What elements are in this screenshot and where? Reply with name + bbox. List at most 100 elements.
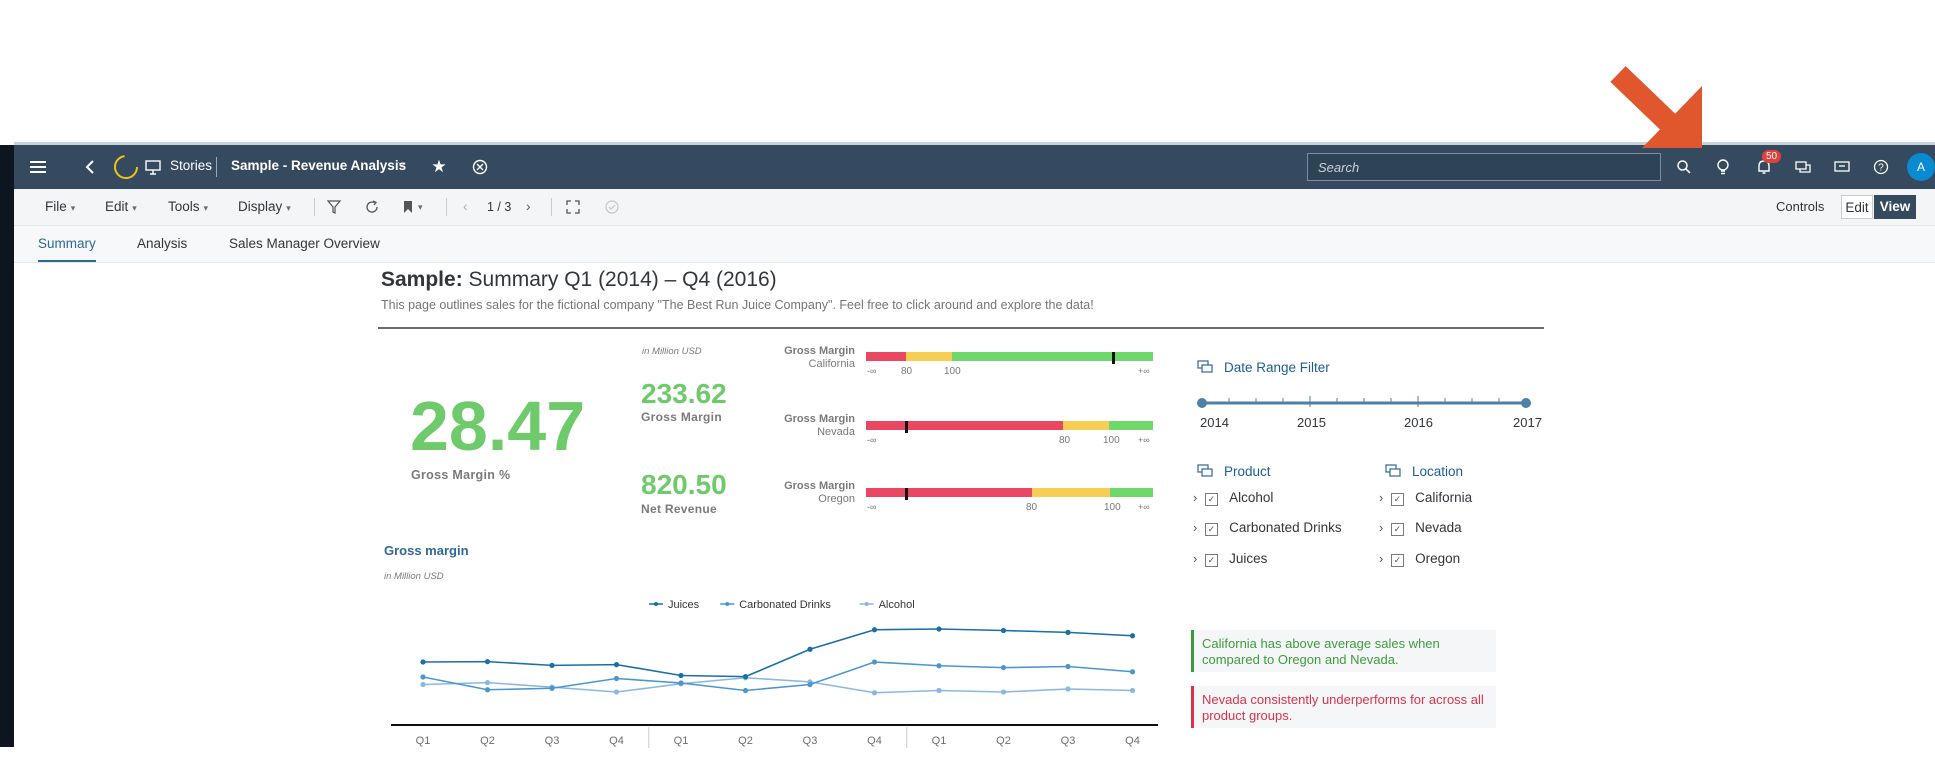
checkbox-checked-icon[interactable]: ✓ xyxy=(1204,523,1218,536)
page-tabs: Summary Analysis Sales Manager Overview xyxy=(14,226,1935,263)
checkbox-checked-icon[interactable]: ✓ xyxy=(1204,554,1218,567)
slider-start-handle[interactable] xyxy=(1197,398,1207,408)
feedback-icon[interactable] xyxy=(1834,159,1850,175)
filter-icon[interactable] xyxy=(326,200,342,214)
data-point[interactable] xyxy=(678,680,684,686)
file-menu[interactable]: File ▾ xyxy=(45,189,75,226)
data-point[interactable] xyxy=(420,674,426,680)
hamburger-menu-icon[interactable] xyxy=(26,145,50,189)
fullscreen-icon[interactable] xyxy=(566,200,580,214)
product-item-carbonated-drinks[interactable]: › ✓ Carbonated Drinks xyxy=(1193,520,1342,536)
display-menu[interactable]: Display ▾ xyxy=(238,189,291,226)
data-point[interactable] xyxy=(871,627,878,633)
tab-summary[interactable]: Summary xyxy=(38,226,96,262)
data-point[interactable] xyxy=(549,662,555,668)
back-icon[interactable] xyxy=(80,145,100,189)
data-point[interactable] xyxy=(1000,665,1007,671)
checkbox-checked-icon[interactable]: ✓ xyxy=(1204,493,1218,506)
data-point[interactable] xyxy=(484,687,491,693)
data-point[interactable] xyxy=(1065,663,1071,670)
data-point[interactable] xyxy=(1000,627,1007,634)
expand-chevron-icon[interactable]: › xyxy=(1193,551,1198,566)
search-input[interactable] xyxy=(1308,154,1658,180)
expand-chevron-icon[interactable]: › xyxy=(1193,520,1198,535)
data-point[interactable] xyxy=(549,685,555,691)
data-point[interactable] xyxy=(936,663,942,669)
legend-item[interactable]: Alcohol xyxy=(859,599,915,611)
controls-button[interactable]: Controls xyxy=(1776,199,1825,214)
data-point[interactable] xyxy=(613,662,620,668)
data-point[interactable] xyxy=(420,681,426,688)
search-icon[interactable] xyxy=(1676,159,1692,175)
checkbox-checked-icon[interactable]: ✓ xyxy=(1390,493,1404,506)
previous-page-icon[interactable]: ‹ xyxy=(463,199,468,214)
expand-chevron-icon[interactable]: › xyxy=(1379,490,1384,505)
data-point[interactable] xyxy=(613,689,620,695)
data-point[interactable] xyxy=(678,672,684,679)
svg-text:80: 80 xyxy=(1059,435,1071,446)
lightbulb-icon[interactable] xyxy=(1715,158,1731,176)
gross-margin-value: 233.62 xyxy=(641,378,727,409)
product-item-alcohol[interactable]: › ✓ Alcohol xyxy=(1193,490,1273,506)
location-item-california[interactable]: › ✓ California xyxy=(1379,490,1472,506)
x-tick-label: Q3 xyxy=(803,735,818,747)
data-point[interactable] xyxy=(742,687,749,694)
data-point[interactable] xyxy=(936,626,942,632)
story-title[interactable]: Sample - Revenue Analysis xyxy=(231,158,407,173)
data-point[interactable] xyxy=(807,646,813,652)
stories-breadcrumb[interactable]: Stories xyxy=(170,158,213,173)
data-point[interactable] xyxy=(1065,686,1071,692)
svg-text:Carbonated Drinks: Carbonated Drinks xyxy=(739,599,831,611)
legend-item[interactable]: Juices xyxy=(649,599,700,611)
data-point[interactable] xyxy=(936,687,942,694)
view-mode-button[interactable]: View xyxy=(1874,195,1916,219)
expand-chevron-icon[interactable]: › xyxy=(1379,520,1384,535)
checkbox-checked-icon[interactable]: ✓ xyxy=(1390,554,1404,567)
data-point[interactable] xyxy=(420,659,426,665)
search-field[interactable] xyxy=(1307,153,1661,181)
expand-chevron-icon[interactable]: › xyxy=(1379,551,1384,566)
data-point[interactable] xyxy=(1129,687,1136,694)
close-story-icon[interactable] xyxy=(472,159,488,175)
data-point[interactable] xyxy=(484,659,491,665)
display-menu-label: Display xyxy=(238,199,283,214)
chart-title: Gross margin xyxy=(384,543,469,558)
insight-positive: California has above average sales when … xyxy=(1191,630,1496,672)
data-point[interactable] xyxy=(1065,629,1071,635)
tools-menu[interactable]: Tools ▾ xyxy=(168,189,208,226)
date-range-slider[interactable] xyxy=(1196,393,1532,413)
expand-chevron-icon[interactable]: › xyxy=(1193,490,1198,505)
data-point[interactable] xyxy=(807,681,813,688)
chat-icon[interactable] xyxy=(1795,159,1811,175)
tab-sales-manager-overview[interactable]: Sales Manager Overview xyxy=(229,236,380,251)
data-point[interactable] xyxy=(871,690,878,696)
edit-mode-button[interactable]: Edit xyxy=(1841,195,1873,219)
edit-menu[interactable]: Edit ▾ xyxy=(105,189,137,226)
svg-text:+∞: +∞ xyxy=(1138,502,1150,512)
bookmark-icon[interactable] xyxy=(402,200,414,214)
x-tick-label: Q4 xyxy=(867,735,882,747)
data-point[interactable] xyxy=(613,675,620,682)
data-point[interactable] xyxy=(1129,633,1136,639)
next-page-icon[interactable]: › xyxy=(526,199,531,214)
product-filter-title: Product xyxy=(1224,464,1271,479)
user-avatar[interactable]: A xyxy=(1907,153,1935,181)
help-icon[interactable]: ? xyxy=(1873,159,1889,175)
location-item-oregon[interactable]: › ✓ Oregon xyxy=(1379,551,1460,567)
bookmark-chevron-down-icon[interactable]: ▾ xyxy=(418,202,423,212)
data-point[interactable] xyxy=(1129,669,1136,675)
slider-end-handle[interactable] xyxy=(1521,398,1531,408)
title-chevron-down-icon[interactable]: ⌵ xyxy=(398,158,406,169)
favorite-star-icon[interactable]: ★ xyxy=(431,157,447,176)
checkbox-checked-icon[interactable]: ✓ xyxy=(1390,523,1404,536)
refresh-icon[interactable] xyxy=(365,200,379,214)
location-item-nevada[interactable]: › ✓ Nevada xyxy=(1379,520,1462,536)
series-line xyxy=(422,628,1133,678)
data-point[interactable] xyxy=(484,680,491,686)
data-point[interactable] xyxy=(1000,689,1007,695)
tab-analysis[interactable]: Analysis xyxy=(137,236,188,251)
product-item-juices[interactable]: › ✓ Juices xyxy=(1193,551,1267,567)
data-point[interactable] xyxy=(871,659,878,665)
legend-item[interactable]: Carbonated Drinks xyxy=(720,599,831,611)
data-point[interactable] xyxy=(742,674,749,680)
